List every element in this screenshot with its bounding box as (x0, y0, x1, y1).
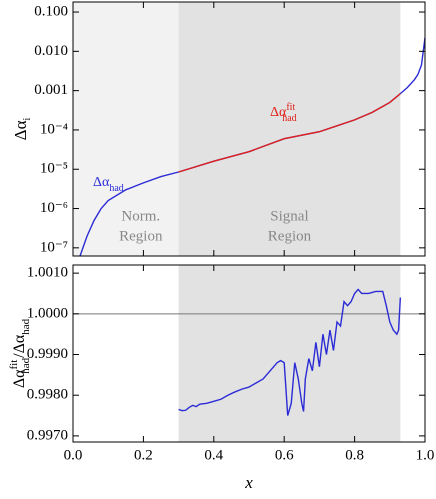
y-tick-label: 10⁻⁴ (40, 121, 68, 137)
x-tick-label: 0.6 (275, 447, 294, 463)
x-tick-label: 0.0 (64, 447, 83, 463)
y-tick-label: 0.9970 (27, 427, 68, 443)
x-tick-label: 0.2 (134, 447, 153, 463)
y-tick-label: 0.9980 (27, 387, 68, 403)
y-axis-label-base: Δα (11, 120, 30, 140)
y-tick-label: 1.0010 (27, 265, 68, 281)
series-label-base: Δα (93, 175, 110, 190)
region (178, 265, 401, 442)
series-label-sub: had (282, 113, 296, 124)
series-label-sup: fit (286, 102, 295, 113)
y-axis-label-part: fit (8, 360, 20, 370)
x-axis-label: x (244, 473, 253, 492)
x-tick-label: 0.8 (345, 447, 364, 463)
region-label: Norm. (121, 208, 160, 224)
y-axis-label-part: had (20, 357, 32, 373)
region (73, 2, 179, 256)
series-label-sub: had (109, 183, 123, 194)
series-line (178, 93, 401, 173)
plot-frame (72, 264, 426, 443)
y-axis-label-part: /Δα (11, 334, 28, 358)
y-tick-label: 0.100 (34, 3, 68, 19)
y-tick-label: 10⁻⁵ (40, 161, 68, 177)
y-tick-label: 1.0000 (27, 305, 68, 321)
y-axis-label: Δαfithad/Δαhad (8, 318, 32, 388)
y-tick-label: 0.9990 (27, 346, 68, 362)
plot-frame (72, 1, 426, 257)
series-line (178, 288, 402, 416)
series-label-base: Δα (270, 105, 287, 120)
y-axis-label-sub: i (22, 117, 33, 120)
series-label: Δαhad (93, 175, 124, 194)
region (178, 2, 401, 256)
y-axis-label: Δαi (11, 117, 33, 140)
x-tick-label: 1.0 (416, 447, 435, 463)
x-tick-label: 0.4 (204, 447, 223, 463)
region-label: Region (268, 228, 312, 244)
y-tick-label: 10⁻⁷ (40, 239, 68, 255)
region-label: Signal (270, 208, 308, 224)
y-axis-label-part: Δα (11, 369, 28, 388)
y-axis-label-part: had (20, 318, 32, 334)
y-tick-label: 0.010 (34, 43, 68, 59)
y-tick-label: 0.001 (34, 82, 68, 98)
y-tick-label: 10⁻⁶ (40, 200, 68, 216)
series-label: Δαfit had (270, 102, 297, 124)
region-label: Region (119, 228, 163, 244)
